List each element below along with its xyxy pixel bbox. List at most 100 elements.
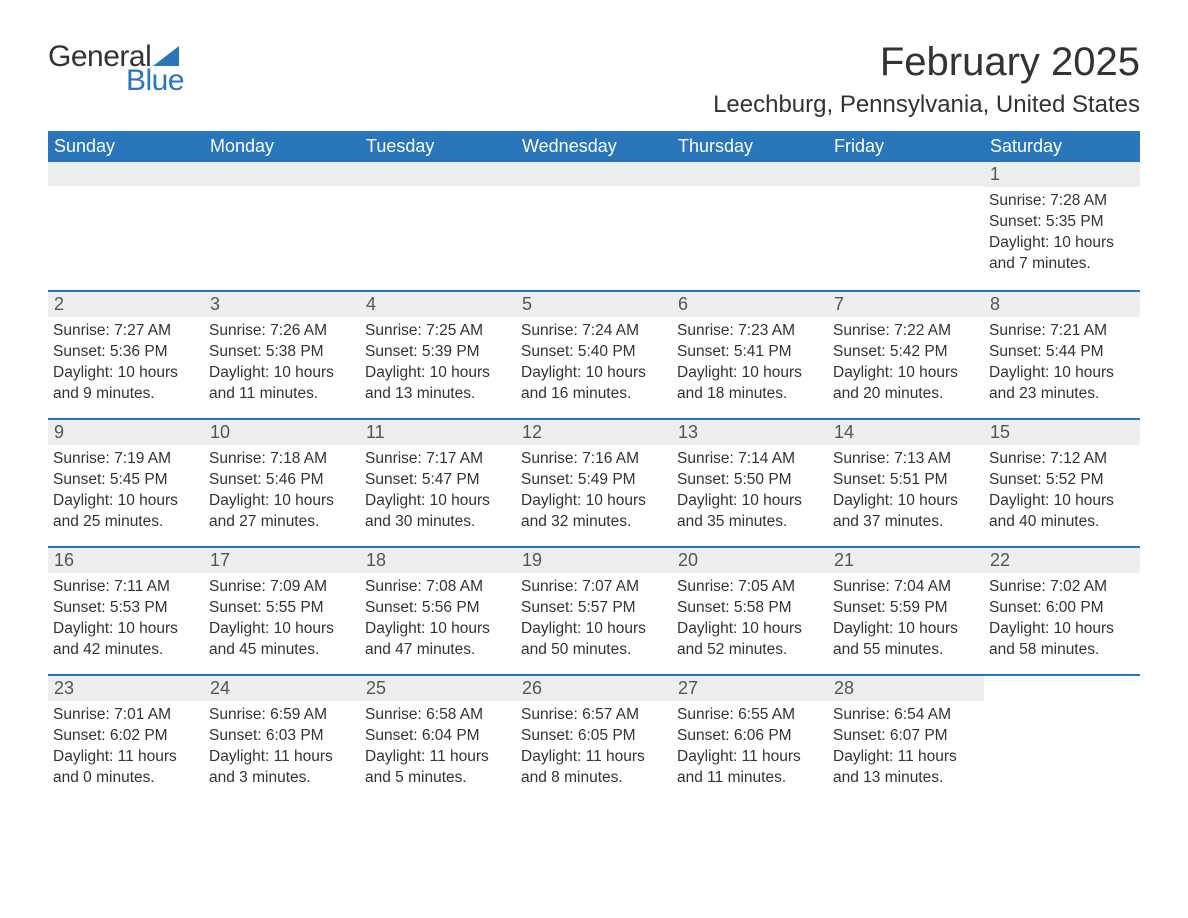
- daylight-line: Daylight: 10 hours and 13 minutes.: [365, 363, 511, 405]
- weekday-header: Tuesday: [360, 131, 516, 162]
- day-number: 14: [828, 420, 984, 445]
- day-number: 8: [984, 292, 1140, 317]
- logo-word-blue: Blue: [126, 64, 184, 98]
- sunrise-line: Sunrise: 7:23 AM: [677, 321, 823, 342]
- daylight-line: Daylight: 11 hours and 8 minutes.: [521, 747, 667, 789]
- daylight-line: Daylight: 10 hours and 47 minutes.: [365, 619, 511, 661]
- day-number: 1: [984, 162, 1140, 187]
- sunset-line: Sunset: 5:46 PM: [209, 470, 355, 491]
- sunset-line: Sunset: 6:05 PM: [521, 726, 667, 747]
- day-cell: 15Sunrise: 7:12 AMSunset: 5:52 PMDayligh…: [984, 420, 1140, 546]
- daylight-line: Daylight: 10 hours and 30 minutes.: [365, 491, 511, 533]
- week-row: 9Sunrise: 7:19 AMSunset: 5:45 PMDaylight…: [48, 418, 1140, 546]
- sunset-line: Sunset: 5:35 PM: [989, 212, 1135, 233]
- sunset-line: Sunset: 5:56 PM: [365, 598, 511, 619]
- sunrise-line: Sunrise: 7:24 AM: [521, 321, 667, 342]
- day-cell: 18Sunrise: 7:08 AMSunset: 5:56 PMDayligh…: [360, 548, 516, 674]
- day-cell: 16Sunrise: 7:11 AMSunset: 5:53 PMDayligh…: [48, 548, 204, 674]
- weekday-header: Thursday: [672, 131, 828, 162]
- day-number: 18: [360, 548, 516, 573]
- day-number: 5: [516, 292, 672, 317]
- day-number: 25: [360, 676, 516, 701]
- sunrise-line: Sunrise: 7:11 AM: [53, 577, 199, 598]
- day-cell: 8 Sunrise: 7:21 AMSunset: 5:44 PMDaylight…: [984, 292, 1140, 418]
- day-cell: 6Sunrise: 7:23 AMSunset: 5:41 PMDaylight…: [672, 292, 828, 418]
- sunrise-line: Sunrise: 7:02 AM: [989, 577, 1135, 598]
- sunrise-line: Sunrise: 7:21 AM: [989, 321, 1135, 342]
- daylight-line: Daylight: 10 hours and 25 minutes.: [53, 491, 199, 533]
- day-number: 2: [48, 292, 204, 317]
- location-subtitle: Leechburg, Pennsylvania, United States: [713, 91, 1140, 119]
- day-number: 20: [672, 548, 828, 573]
- weekday-header: Friday: [828, 131, 984, 162]
- sunrise-line: Sunrise: 7:09 AM: [209, 577, 355, 598]
- day-cell: 17Sunrise: 7:09 AMSunset: 5:55 PMDayligh…: [204, 548, 360, 674]
- day-cell: [828, 162, 984, 290]
- logo-triangle-icon: [153, 46, 179, 66]
- weekday-header: Monday: [204, 131, 360, 162]
- day-number: 3: [204, 292, 360, 317]
- daylight-line: Daylight: 10 hours and 45 minutes.: [209, 619, 355, 661]
- logo: General Blue: [48, 40, 184, 98]
- day-number: 13: [672, 420, 828, 445]
- day-cell: 3Sunrise: 7:26 AMSunset: 5:38 PMDaylight…: [204, 292, 360, 418]
- empty-daynum-bar: [516, 162, 672, 186]
- empty-daynum-bar: [48, 162, 204, 186]
- day-number: 9: [48, 420, 204, 445]
- daylight-line: Daylight: 10 hours and 55 minutes.: [833, 619, 979, 661]
- day-cell: 4Sunrise: 7:25 AMSunset: 5:39 PMDaylight…: [360, 292, 516, 418]
- day-cell: 1Sunrise: 7:28 AMSunset: 5:35 PMDaylight…: [984, 162, 1140, 290]
- day-number: 22: [984, 548, 1140, 573]
- daylight-line: Daylight: 10 hours and 11 minutes.: [209, 363, 355, 405]
- sunrise-line: Sunrise: 7:16 AM: [521, 449, 667, 470]
- sunset-line: Sunset: 5:42 PM: [833, 342, 979, 363]
- sunset-line: Sunset: 5:59 PM: [833, 598, 979, 619]
- sunset-line: Sunset: 5:36 PM: [53, 342, 199, 363]
- sunset-line: Sunset: 5:45 PM: [53, 470, 199, 491]
- day-cell: 5Sunrise: 7:24 AMSunset: 5:40 PMDaylight…: [516, 292, 672, 418]
- sunrise-line: Sunrise: 7:14 AM: [677, 449, 823, 470]
- header: General Blue February 2025 Leechburg, Pe…: [48, 40, 1140, 119]
- day-cell: 27Sunrise: 6:55 AMSunset: 6:06 PMDayligh…: [672, 676, 828, 802]
- day-number: 4: [360, 292, 516, 317]
- day-cell: 25Sunrise: 6:58 AMSunset: 6:04 PMDayligh…: [360, 676, 516, 802]
- sunrise-line: Sunrise: 7:01 AM: [53, 705, 199, 726]
- sunset-line: Sunset: 6:06 PM: [677, 726, 823, 747]
- day-cell: 23Sunrise: 7:01 AMSunset: 6:02 PMDayligh…: [48, 676, 204, 802]
- day-cell: 21Sunrise: 7:04 AMSunset: 5:59 PMDayligh…: [828, 548, 984, 674]
- daylight-line: Daylight: 10 hours and 18 minutes.: [677, 363, 823, 405]
- day-number: 17: [204, 548, 360, 573]
- day-number: 15: [984, 420, 1140, 445]
- sunrise-line: Sunrise: 6:57 AM: [521, 705, 667, 726]
- daylight-line: Daylight: 10 hours and 40 minutes.: [989, 491, 1135, 533]
- sunset-line: Sunset: 6:07 PM: [833, 726, 979, 747]
- sunrise-line: Sunrise: 6:55 AM: [677, 705, 823, 726]
- day-number: 11: [360, 420, 516, 445]
- weekday-header: Wednesday: [516, 131, 672, 162]
- day-number: 19: [516, 548, 672, 573]
- empty-daynum-bar: [672, 162, 828, 186]
- day-number: 26: [516, 676, 672, 701]
- sunset-line: Sunset: 5:41 PM: [677, 342, 823, 363]
- daylight-line: Daylight: 11 hours and 13 minutes.: [833, 747, 979, 789]
- weekday-header-row: Sunday Monday Tuesday Wednesday Thursday…: [48, 131, 1140, 162]
- day-number: 24: [204, 676, 360, 701]
- day-cell: 14Sunrise: 7:13 AMSunset: 5:51 PMDayligh…: [828, 420, 984, 546]
- sunset-line: Sunset: 5:58 PM: [677, 598, 823, 619]
- sunset-line: Sunset: 5:44 PM: [989, 342, 1135, 363]
- sunrise-line: Sunrise: 6:58 AM: [365, 705, 511, 726]
- day-cell: 9Sunrise: 7:19 AMSunset: 5:45 PMDaylight…: [48, 420, 204, 546]
- daylight-line: Daylight: 10 hours and 52 minutes.: [677, 619, 823, 661]
- day-number: 12: [516, 420, 672, 445]
- daylight-line: Daylight: 10 hours and 9 minutes.: [53, 363, 199, 405]
- sunset-line: Sunset: 5:49 PM: [521, 470, 667, 491]
- sunset-line: Sunset: 5:51 PM: [833, 470, 979, 491]
- day-cell: 22Sunrise: 7:02 AMSunset: 6:00 PMDayligh…: [984, 548, 1140, 674]
- sunrise-line: Sunrise: 7:27 AM: [53, 321, 199, 342]
- sunrise-line: Sunrise: 7:05 AM: [677, 577, 823, 598]
- daylight-line: Daylight: 10 hours and 27 minutes.: [209, 491, 355, 533]
- day-number: 23: [48, 676, 204, 701]
- daylight-line: Daylight: 11 hours and 3 minutes.: [209, 747, 355, 789]
- sunset-line: Sunset: 5:53 PM: [53, 598, 199, 619]
- daylight-line: Daylight: 10 hours and 23 minutes.: [989, 363, 1135, 405]
